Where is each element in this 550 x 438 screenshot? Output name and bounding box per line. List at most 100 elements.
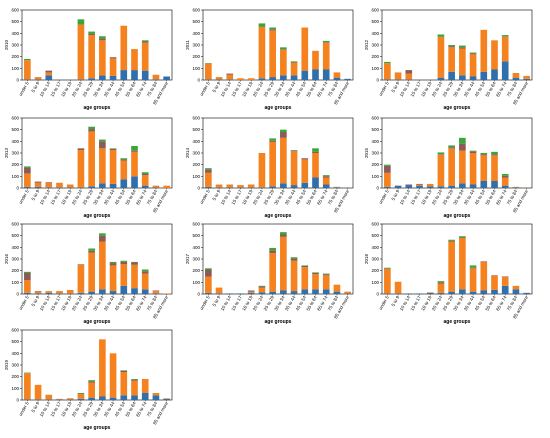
bar-segment-orange: [131, 264, 138, 289]
bar-segment-brown: [459, 143, 466, 151]
x-axis-label: age groups: [444, 105, 471, 111]
bar-segment-orange: [77, 394, 85, 399]
x-tick-label: 5 to 9: [390, 189, 400, 202]
bar-segment-orange: [237, 78, 244, 80]
axes-frame: [21, 223, 173, 295]
y-tick-label: 600: [192, 222, 200, 227]
bar-segment-orange: [120, 25, 128, 71]
bar-segment-orange: [301, 267, 309, 290]
bar-segment-green: [88, 31, 95, 34]
bar-segment-orange: [66, 184, 74, 188]
bar-segment-brown: [416, 183, 423, 185]
bar-segment-green: [280, 232, 287, 235]
bar-segment-brown: [312, 273, 319, 275]
bar-segment-orange: [312, 153, 319, 178]
bar-segment-orange: [322, 42, 330, 70]
y-tick-label: 600: [11, 8, 19, 13]
bar-segment-orange: [56, 398, 63, 400]
axes-frame: [202, 117, 354, 189]
bar-segment-orange: [459, 238, 466, 290]
y-tick-label: 400: [192, 31, 200, 36]
bar-segment-orange: [205, 172, 212, 187]
bar-segment-green: [384, 61, 391, 64]
x-tick-label: 5 to 9: [30, 295, 40, 308]
bar-segment-blue: [152, 187, 160, 188]
bar-segment-blue: [459, 183, 466, 188]
y-axis-label: 2014: [185, 147, 190, 158]
y-tick-label: 600: [371, 8, 379, 13]
bar-segment-orange: [152, 185, 160, 188]
bar-segment-green: [99, 36, 106, 39]
bar-segment-blue: [523, 78, 530, 80]
x-tick-label: 5 to 9: [211, 295, 221, 308]
y-tick-label: 600: [371, 116, 379, 121]
bar-segment-brown: [120, 261, 128, 265]
y-tick-label: 0: [197, 186, 200, 191]
bar-segment-blue: [66, 293, 74, 294]
bar-segment-blue: [77, 398, 85, 400]
bar-segment-blue: [77, 187, 85, 188]
bar-segment-blue: [480, 290, 488, 294]
bar-segment-green: [269, 138, 276, 141]
bar-segment-green: [141, 40, 149, 42]
bar-segment-blue: [322, 69, 330, 80]
bar-segment-brown: [301, 158, 309, 160]
bar-segment-brown: [24, 273, 31, 280]
bar-segment-brown: [448, 147, 455, 149]
x-tick-label: under 5: [378, 295, 390, 311]
bar-segment-orange: [141, 42, 149, 71]
bar-segment-blue: [226, 79, 234, 80]
bar-segment-blue: [290, 75, 298, 80]
bar-segment-blue: [66, 399, 74, 400]
bar-segment-brown: [480, 261, 488, 262]
bar-segment-blue: [34, 186, 42, 188]
bar-segment-orange: [384, 63, 391, 80]
bar-segment-blue: [152, 79, 160, 80]
axes-frame: [202, 9, 354, 81]
y-axis-label: 2013: [4, 147, 9, 158]
bar-segment-green: [301, 265, 309, 266]
bar-segment-brown: [491, 275, 498, 276]
bar-segment-orange: [120, 264, 128, 286]
bar-segment-orange: [469, 153, 477, 185]
bar-segment-orange: [333, 186, 341, 188]
bar-segment-brown: [88, 250, 95, 253]
bar-segment-blue: [480, 181, 488, 188]
bar-segment-brown: [88, 129, 95, 132]
bar-segment-blue: [120, 70, 128, 80]
y-tick-label: 200: [11, 374, 19, 379]
bar-segment-blue: [24, 79, 31, 80]
bar-segment-blue: [152, 293, 160, 294]
y-tick-label: 400: [192, 245, 200, 250]
x-axis-label: age groups: [84, 319, 111, 325]
bar-segment-blue: [247, 187, 255, 188]
bar-segment-brown: [384, 268, 391, 269]
bar-segment-green: [131, 261, 138, 263]
bar-segment-brown: [437, 282, 445, 284]
bar-segment-blue: [280, 183, 287, 188]
bar-segment-orange: [523, 75, 530, 79]
bar-segment-orange: [237, 185, 244, 188]
bar-segment-brown: [141, 271, 149, 274]
bar-segment-brown: [301, 266, 309, 268]
bar-segment-brown: [480, 154, 488, 156]
y-tick-label: 300: [192, 257, 200, 262]
bar-segment-brown: [45, 182, 53, 183]
bar-segment-blue: [205, 292, 212, 294]
axes-frame: [21, 9, 173, 81]
y-tick-label: 500: [371, 233, 379, 238]
bar-segment-green: [501, 35, 509, 37]
bar-segment-green: [290, 61, 298, 62]
bar-segment-orange: [437, 283, 445, 293]
bar-segment-brown: [280, 49, 287, 50]
bar-segment-brown: [437, 154, 445, 155]
bar-segment-orange: [247, 184, 255, 188]
bar-segment-orange: [99, 40, 106, 76]
bar-segment-blue: [501, 61, 509, 80]
x-axis-label: age groups: [444, 213, 471, 219]
bar-segment-green: [205, 63, 212, 64]
bar-segment-orange: [247, 291, 255, 293]
x-tick-label: under 5: [378, 189, 390, 205]
